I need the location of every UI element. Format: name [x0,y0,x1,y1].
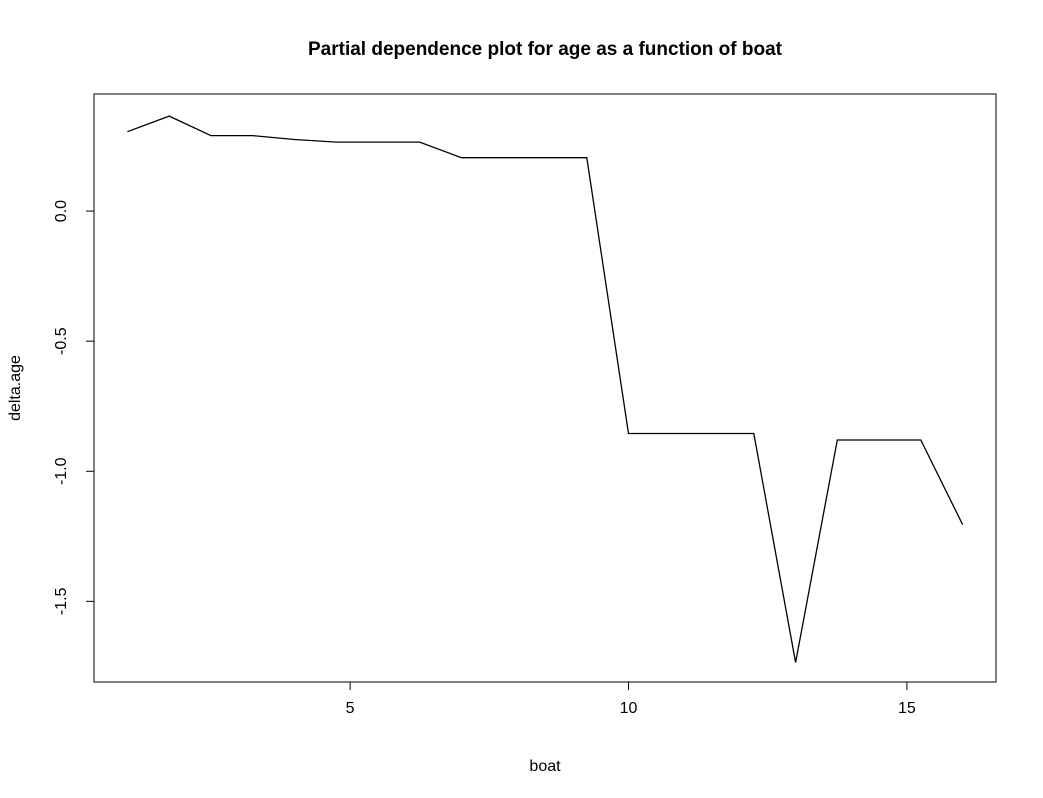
series-line [127,115,964,663]
x-axis: 5 10 15 [346,682,916,717]
x-tick-label: 10 [620,700,638,717]
y-axis-label: delta.age [7,355,24,421]
plot-area [127,115,964,663]
x-axis-label: boat [529,758,561,775]
y-tick-label: -0.5 [53,327,70,355]
x-tick-label: 5 [346,700,355,717]
plot-frame [93,93,997,683]
chart-title: Partial dependence plot for age as a fun… [308,39,783,60]
y-tick-label: -1.5 [53,587,70,615]
y-tick-label: 0.0 [53,200,70,222]
y-tick-label: -1.0 [53,457,70,485]
x-tick-label: 15 [898,700,916,717]
y-axis: 0.0 -0.5 -1.0 -1.5 [53,200,94,615]
